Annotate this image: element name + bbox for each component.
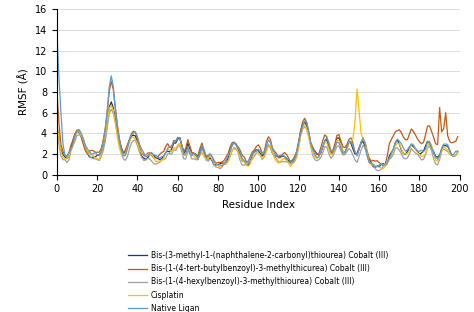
Native Ligan xyxy=(54,28,60,32)
Bis-(3-methyl-1-(naphthalene-2-carbonyl)thiourea) Cobalt (III) xyxy=(163,151,169,154)
Bis-(1-(4-tert-butylbenzoyl)-3-methylthicurea) Cobalt (III) xyxy=(130,129,136,133)
Cisplatin xyxy=(78,133,84,136)
Bis-(1-(4-tert-butylbenzoyl)-3-methylthicurea) Cobalt (III) xyxy=(109,80,114,83)
Native Ligan xyxy=(128,133,134,137)
Bis-(1-(4-hexylbenzoyl)-3-methylthiourea) Cobalt (III) xyxy=(425,146,430,150)
X-axis label: Residue Index: Residue Index xyxy=(222,200,295,210)
Bis-(3-methyl-1-(naphthalene-2-carbonyl)thiourea) Cobalt (III) xyxy=(130,133,136,137)
Bis-(1-(4-tert-butylbenzoyl)-3-methylthicurea) Cobalt (III) xyxy=(70,138,76,142)
Cisplatin xyxy=(161,157,166,161)
Bis-(1-(4-hexylbenzoyl)-3-methylthiourea) Cobalt (III) xyxy=(376,169,382,173)
Cisplatin xyxy=(54,122,60,126)
Native Ligan xyxy=(437,154,442,158)
Bis-(1-(4-hexylbenzoyl)-3-methylthiourea) Cobalt (III) xyxy=(439,149,445,153)
Line: Bis-(1-(4-hexylbenzoyl)-3-methylthiourea) Cobalt (III): Bis-(1-(4-hexylbenzoyl)-3-methylthiourea… xyxy=(57,109,458,171)
Native Ligan xyxy=(455,149,461,153)
Bis-(3-methyl-1-(naphthalene-2-carbonyl)thiourea) Cobalt (III) xyxy=(70,138,76,142)
Bis-(3-methyl-1-(naphthalene-2-carbonyl)thiourea) Cobalt (III) xyxy=(425,139,430,143)
Bis-(3-methyl-1-(naphthalene-2-carbonyl)thiourea) Cobalt (III) xyxy=(109,100,114,104)
Bis-(3-methyl-1-(naphthalene-2-carbonyl)thiourea) Cobalt (III) xyxy=(372,165,378,169)
Bis-(1-(4-tert-butylbenzoyl)-3-methylthicurea) Cobalt (III) xyxy=(163,144,169,148)
Y-axis label: RMSF (Å): RMSF (Å) xyxy=(18,69,29,115)
Bis-(1-(4-hexylbenzoyl)-3-methylthiourea) Cobalt (III) xyxy=(78,134,84,137)
Native Ligan xyxy=(70,142,76,146)
Bis-(1-(4-tert-butylbenzoyl)-3-methylthicurea) Cobalt (III) xyxy=(455,135,461,139)
Bis-(1-(4-hexylbenzoyl)-3-methylthiourea) Cobalt (III) xyxy=(455,150,461,154)
Bis-(1-(4-tert-butylbenzoyl)-3-methylthicurea) Cobalt (III) xyxy=(439,130,445,134)
Bis-(3-methyl-1-(naphthalene-2-carbonyl)thiourea) Cobalt (III) xyxy=(455,150,461,154)
Cisplatin xyxy=(455,151,461,154)
Bis-(1-(4-tert-butylbenzoyl)-3-methylthicurea) Cobalt (III) xyxy=(425,124,430,128)
Native Ligan xyxy=(423,147,428,151)
Cisplatin xyxy=(354,87,360,91)
Line: Bis-(1-(4-tert-butylbenzoyl)-3-methylthicurea) Cobalt (III): Bis-(1-(4-tert-butylbenzoyl)-3-methylthi… xyxy=(57,81,458,165)
Bis-(3-methyl-1-(naphthalene-2-carbonyl)thiourea) Cobalt (III) xyxy=(439,147,445,151)
Bis-(1-(4-tert-butylbenzoyl)-3-methylthicurea) Cobalt (III) xyxy=(78,135,84,139)
Line: Cisplatin: Cisplatin xyxy=(57,89,458,169)
Bis-(1-(4-hexylbenzoyl)-3-methylthiourea) Cobalt (III) xyxy=(54,131,60,135)
Line: Native Ligan: Native Ligan xyxy=(57,30,458,167)
Cisplatin xyxy=(425,145,430,149)
Native Ligan xyxy=(78,131,84,135)
Bis-(1-(4-hexylbenzoyl)-3-methylthiourea) Cobalt (III) xyxy=(70,144,76,148)
Bis-(1-(4-hexylbenzoyl)-3-methylthiourea) Cobalt (III) xyxy=(130,139,136,142)
Cisplatin xyxy=(439,149,445,153)
Cisplatin xyxy=(380,167,386,171)
Bis-(3-methyl-1-(naphthalene-2-carbonyl)thiourea) Cobalt (III) xyxy=(78,133,84,137)
Cisplatin xyxy=(70,143,76,146)
Bis-(1-(4-hexylbenzoyl)-3-methylthiourea) Cobalt (III) xyxy=(109,107,114,111)
Legend: Bis-(3-methyl-1-(naphthalene-2-carbonyl)thiourea) Cobalt (III), Bis-(1-(4-tert-b: Bis-(3-methyl-1-(naphthalene-2-carbonyl)… xyxy=(125,248,392,312)
Cisplatin xyxy=(128,136,134,139)
Native Ligan xyxy=(372,165,378,168)
Bis-(1-(4-tert-butylbenzoyl)-3-methylthicurea) Cobalt (III) xyxy=(380,163,386,167)
Native Ligan xyxy=(161,154,166,158)
Bis-(1-(4-tert-butylbenzoyl)-3-methylthicurea) Cobalt (III) xyxy=(54,88,60,92)
Line: Bis-(3-methyl-1-(naphthalene-2-carbonyl)thiourea) Cobalt (III): Bis-(3-methyl-1-(naphthalene-2-carbonyl)… xyxy=(57,102,458,167)
Bis-(3-methyl-1-(naphthalene-2-carbonyl)thiourea) Cobalt (III) xyxy=(54,124,60,128)
Bis-(1-(4-hexylbenzoyl)-3-methylthiourea) Cobalt (III) xyxy=(163,157,169,160)
